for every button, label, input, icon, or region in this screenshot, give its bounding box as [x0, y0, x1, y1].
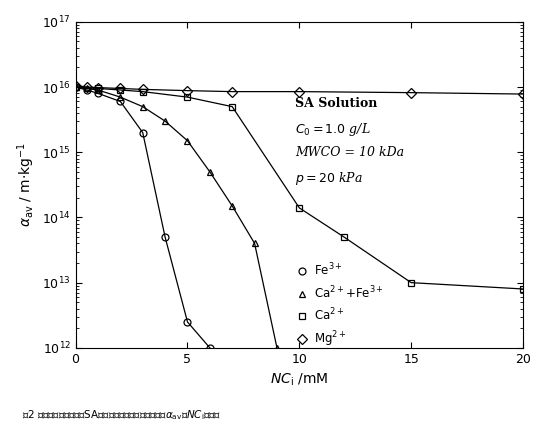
Mg$^{2+}$ [117, 86, 123, 91]
Ca$^{2+}$+Fe$^{3+}$ [251, 241, 258, 246]
Ca$^{2+}$ [72, 84, 79, 90]
Ca$^{2+}$ [296, 205, 302, 210]
Mg$^{2+}$ [408, 90, 414, 95]
Mg$^{2+}$ [72, 83, 79, 88]
Ca$^{2+}$+Fe$^{3+}$ [94, 87, 101, 93]
Ca$^{2+}$+Fe$^{3+}$ [84, 86, 90, 91]
Text: SA Solution: SA Solution [295, 97, 377, 110]
Fe$^{3+}$ [184, 319, 191, 324]
Ca$^{2+}$ [139, 89, 146, 94]
Ca$^{2+}$ [520, 286, 526, 291]
X-axis label: $NC_{\mathrm{i}}$ /mM: $NC_{\mathrm{i}}$ /mM [270, 371, 329, 388]
Ca$^{2+}$+Fe$^{3+}$ [229, 204, 235, 209]
Ca$^{2+}$ [341, 235, 347, 240]
Fe$^{3+}$ [84, 87, 90, 93]
Fe$^{3+}$ [117, 99, 123, 104]
Mg$^{2+}$ [184, 88, 191, 93]
Fe$^{3+}$ [72, 84, 79, 90]
Text: 图2 高价金属离子作用下SA溶液超滤的平均滤饼过滤阻抗$\alpha_{\mathrm{av}}$与$NC_{\mathrm{i}}$的关系: 图2 高价金属离子作用下SA溶液超滤的平均滤饼过滤阻抗$\alpha_{\mat… [22, 408, 221, 422]
Ca$^{2+}$+Fe$^{3+}$ [162, 119, 168, 124]
Text: $C_0 = 1.0$ g/L: $C_0 = 1.0$ g/L [295, 121, 371, 138]
Line: Fe$^{3+}$: Fe$^{3+}$ [72, 84, 213, 351]
Text: $p = 20$ kPa: $p = 20$ kPa [295, 170, 363, 187]
Ca$^{2+}$ [229, 104, 235, 109]
Ca$^{2+}$ [408, 280, 414, 285]
Mg$^{2+}$ [520, 91, 526, 97]
Text: MWCO = 10 kDa: MWCO = 10 kDa [295, 146, 404, 159]
Ca$^{2+}$ [117, 87, 123, 93]
Ca$^{2+}$ [184, 94, 191, 100]
Ca$^{2+}$+Fe$^{3+}$ [274, 345, 280, 350]
Ca$^{2+}$+Fe$^{3+}$ [72, 84, 79, 90]
Ca$^{2+}$+Fe$^{3+}$ [139, 104, 146, 109]
Ca$^{2+}$ [94, 86, 101, 91]
Mg$^{2+}$ [84, 84, 90, 90]
Fe$^{3+}$ [139, 130, 146, 135]
Ca$^{2+}$+Fe$^{3+}$ [117, 94, 123, 100]
Ca$^{2+}$+Fe$^{3+}$ [206, 169, 213, 174]
Fe$^{3+}$ [206, 345, 213, 350]
Fe$^{3+}$ [162, 235, 168, 240]
Mg$^{2+}$ [94, 85, 101, 90]
Line: Mg$^{2+}$: Mg$^{2+}$ [72, 82, 526, 97]
Mg$^{2+}$ [296, 89, 302, 94]
Fe$^{3+}$ [94, 91, 101, 96]
Legend: Fe$^{3+}$, Ca$^{2+}$+Fe$^{3+}$, Ca$^{2+}$, Mg$^{2+}$: Fe$^{3+}$, Ca$^{2+}$+Fe$^{3+}$, Ca$^{2+}… [292, 257, 389, 354]
Line: Ca$^{2+}$: Ca$^{2+}$ [72, 84, 526, 292]
Ca$^{2+}$+Fe$^{3+}$ [184, 138, 191, 143]
Mg$^{2+}$ [229, 89, 235, 94]
Y-axis label: $\alpha_{\mathrm{av}}$ / m·kg$^{-1}$: $\alpha_{\mathrm{av}}$ / m·kg$^{-1}$ [15, 142, 37, 227]
Line: Ca$^{2+}$+Fe$^{3+}$: Ca$^{2+}$+Fe$^{3+}$ [72, 84, 281, 351]
Mg$^{2+}$ [139, 87, 146, 92]
